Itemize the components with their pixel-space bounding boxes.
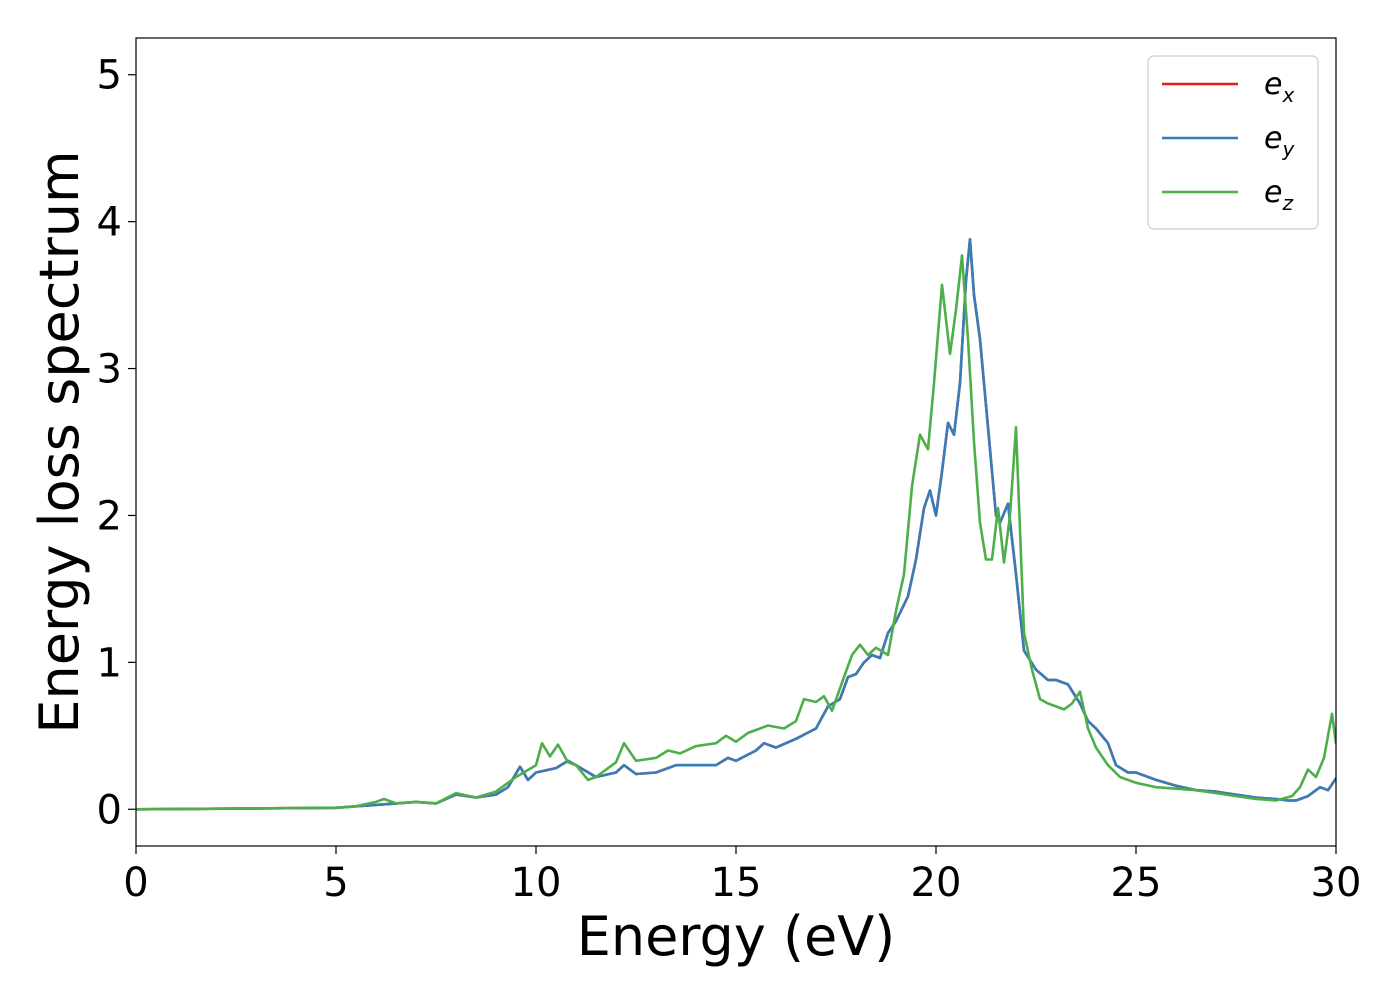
x-tick-label: 10 <box>511 860 562 906</box>
y-tick-label: 2 <box>97 493 122 539</box>
x-tick-label: 30 <box>1311 860 1362 906</box>
x-tick-label: 25 <box>1111 860 1162 906</box>
legend: ex ey ez <box>1147 55 1319 230</box>
x-tick-label: 5 <box>323 860 348 906</box>
y-tick-label: 3 <box>97 347 122 393</box>
x-axis-title: Energy (eV) <box>577 905 896 968</box>
series-line-z <box>136 254 1336 811</box>
x-tick-label: 0 <box>123 860 148 906</box>
series-layer <box>136 238 1336 811</box>
legend-box <box>1147 55 1319 230</box>
x-tick-label: 15 <box>711 860 762 906</box>
y-tick-label: 4 <box>97 200 122 246</box>
y-tick-label: 0 <box>97 787 122 833</box>
legend-label-z: ez <box>1264 175 1293 215</box>
y-axis-title: Energy loss spectrum <box>28 150 91 733</box>
legend-label-y: ey <box>1264 121 1295 161</box>
x-tick-label: 20 <box>911 860 962 906</box>
x-axis: 0 5 10 15 20 25 30 <box>123 846 1361 906</box>
series-line-x <box>136 238 1336 811</box>
y-axis: 0 1 2 3 4 5 <box>97 53 136 833</box>
legend-label-x: ex <box>1264 67 1294 107</box>
series-line-y <box>136 238 1336 811</box>
y-tick-label: 5 <box>97 53 122 99</box>
y-tick-label: 1 <box>97 640 122 686</box>
